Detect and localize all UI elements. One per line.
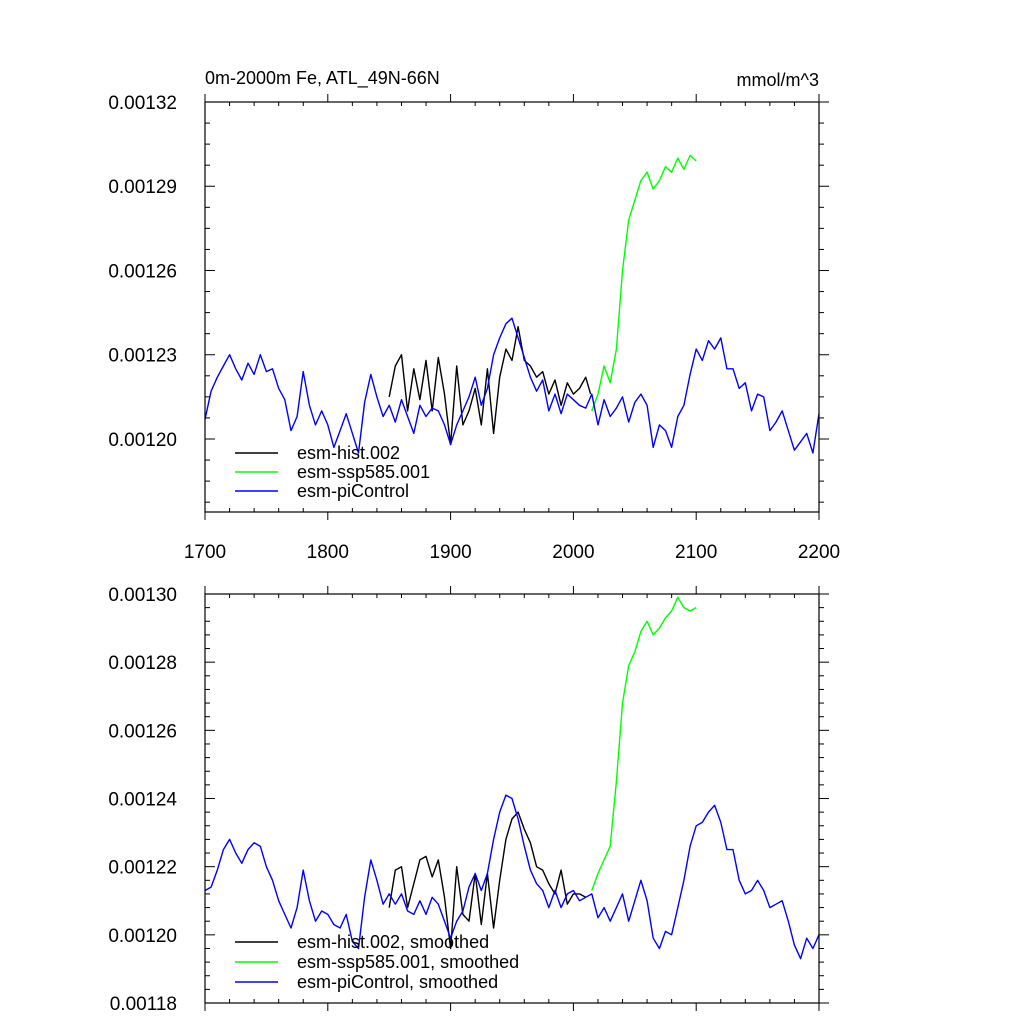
top-minor-ticks [205,102,824,512]
top-plot-frame [204,101,820,513]
bottom-major-ticks [204,586,829,1011]
x-tick-label: 2000 [552,542,594,563]
y-tick-label: 0.00126 [108,721,177,742]
legend-label-2: esm-piControl, smoothed [297,972,498,992]
y-tick-label: 0.00120 [108,430,177,451]
top-panel: 0m-2000m Fe, ATL_49N-66N mmol/m^3 0.0012… [108,68,840,563]
bottom-series-lines [204,596,820,960]
x-tick-label: 2200 [798,542,840,563]
chart-title: 0m-2000m Fe, ATL_49N-66N [205,68,440,89]
series-line-1 [591,596,697,891]
y-tick-label: 0.00124 [108,790,177,811]
units-label: mmol/m^3 [737,70,819,90]
y-tick-label: 0.00118 [110,994,177,1015]
y-tick-label: 0.00120 [108,926,177,947]
top-tick-labels: 0.00120 0.00123 0.00126 0.00129 0.00132 1700 1… [108,93,840,563]
y-tick-label: 0.00128 [108,653,177,674]
x-tick-label: 1700 [184,542,226,563]
y-tick-label: 0.00122 [108,858,177,879]
legend-label-1: esm-ssp585.001, smoothed [297,952,519,972]
legend-label-0: esm-hist.002, smoothed [297,932,489,952]
bottom-panel: 0.00118 0.00120 0.00122 0.00124 0.00126 0.001… [108,585,829,1015]
series-line-0 [388,811,587,950]
legend-label-1: esm-ssp585.001 [297,462,430,482]
y-tick-label: 0.00126 [108,261,177,282]
series-line-1 [591,154,697,412]
x-tick-label: 1800 [307,542,349,563]
y-tick-label: 0.00130 [108,585,177,606]
y-tick-label: 0.00129 [108,177,177,198]
legend-label-2: esm-piControl [297,481,409,501]
series-line-0 [388,326,592,446]
top-series-lines [204,154,820,454]
x-tick-label: 2100 [675,542,717,563]
y-tick-label: 0.00123 [108,346,177,367]
series-line-2 [204,317,820,454]
y-tick-label: 0.00132 [108,93,177,114]
series-line-2 [204,794,820,960]
top-major-ticks [204,94,829,520]
legend-label-0: esm-hist.002 [297,443,400,463]
x-tick-label: 1900 [429,542,471,563]
bottom-minor-ticks [205,594,824,1003]
bottom-tick-labels: 0.00118 0.00120 0.00122 0.00124 0.00126 0.001… [108,585,177,1015]
bottom-plot-frame [204,593,820,1004]
